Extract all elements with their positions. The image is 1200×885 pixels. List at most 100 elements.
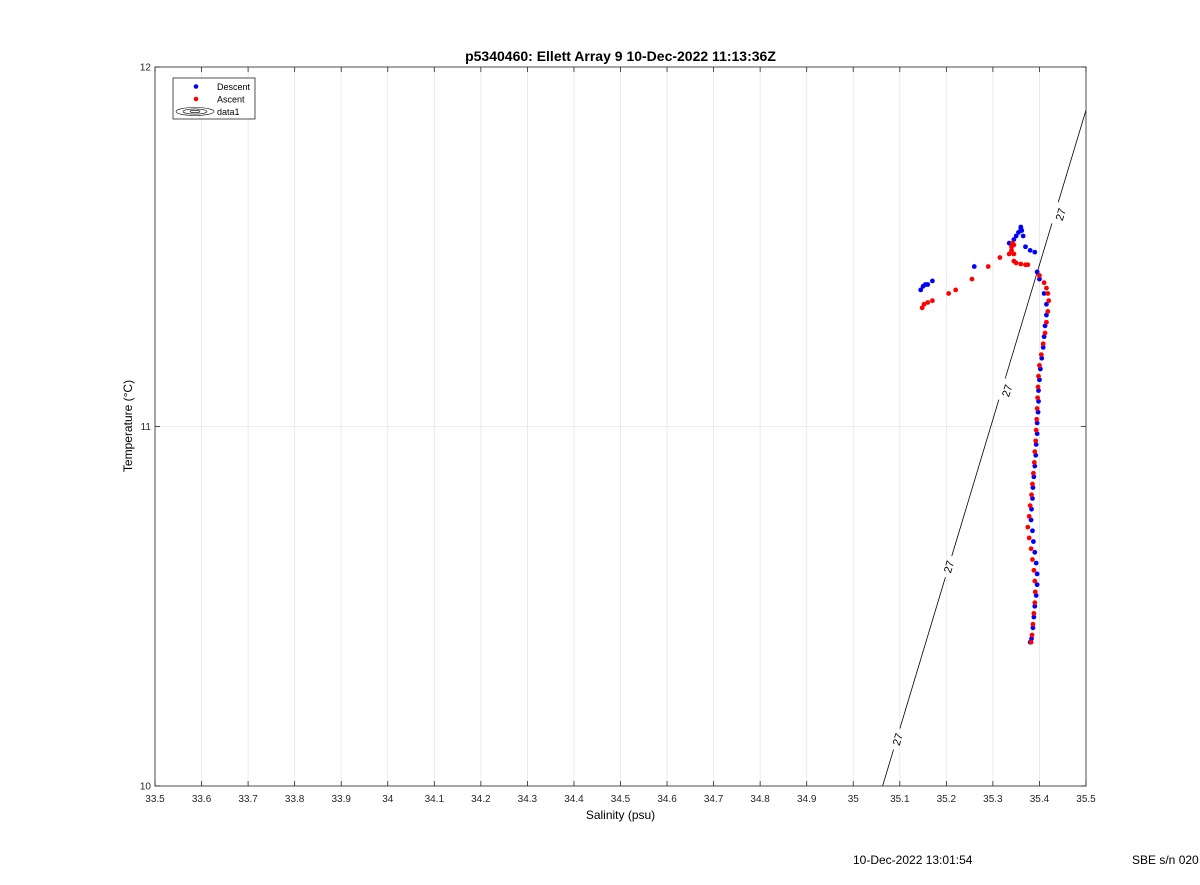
descent-point [1042, 323, 1048, 329]
descent-point [1034, 269, 1040, 275]
descent-point [1037, 377, 1042, 383]
footer-serial: SBE s/n 020 [1132, 853, 1199, 867]
x-axis-label: Salinity (psu) [586, 808, 655, 822]
legend-data1-label: data1 [217, 107, 240, 117]
contour-label: 27 [1054, 207, 1069, 222]
descent-point [918, 287, 924, 293]
descent-point [1033, 560, 1039, 566]
ascent-point [1038, 352, 1044, 357]
y-tick-label: 12 [140, 63, 152, 74]
chart-title: p5340460: Ellett Array 9 10-Dec-2022 11:… [465, 48, 776, 64]
ascent-point [1028, 639, 1034, 645]
ascent-point [1042, 330, 1048, 336]
x-tick-label: 34.7 [704, 794, 724, 805]
descent-point [1023, 244, 1028, 250]
ascent-point [1033, 438, 1039, 444]
descent-point [1032, 549, 1038, 555]
x-tick-label: 35.3 [983, 794, 1003, 805]
ascent-point [1027, 503, 1033, 508]
descent-point [1013, 233, 1019, 239]
ascent-point [1037, 362, 1042, 368]
x-tick-label: 35.1 [890, 794, 910, 805]
descent-point [1037, 366, 1043, 372]
ascent-point [1032, 578, 1038, 584]
ascent-point [1037, 273, 1042, 278]
ascent-point [1031, 567, 1037, 573]
y-tick-label: 10 [140, 782, 152, 793]
legend-contour-icon [175, 107, 215, 116]
contour-segment [1004, 223, 1053, 379]
ascent-point [1030, 481, 1035, 487]
descent-point [1030, 625, 1036, 631]
legend-box [172, 77, 256, 120]
descent-point [1030, 539, 1036, 544]
contour-label: 27 [942, 559, 957, 574]
ascent-point [1030, 470, 1036, 476]
descent-point [1041, 334, 1047, 340]
ascent-point [1030, 621, 1036, 627]
ascent-point [1011, 251, 1017, 257]
contour-label: 27 [891, 732, 906, 747]
ascent-point [1046, 298, 1052, 304]
ascent-point [1028, 546, 1034, 552]
descent-point [1027, 247, 1033, 253]
ascent-point [1026, 535, 1032, 541]
ascent-point [1032, 600, 1038, 606]
x-tick-label: 34 [382, 794, 394, 805]
ascent-point [1031, 611, 1037, 616]
descent-point [1035, 409, 1041, 415]
contour-segment [1057, 110, 1087, 203]
descent-point [1037, 276, 1042, 282]
descent-point [1033, 452, 1039, 458]
ascent-point [1032, 589, 1038, 595]
ascent-point [1040, 341, 1046, 347]
descent-point [1032, 463, 1038, 469]
descent-point [1030, 496, 1035, 501]
descent-point [929, 278, 935, 284]
descent-point [1030, 528, 1035, 534]
descent-point [1018, 224, 1024, 230]
x-tick-label: 34.2 [471, 794, 491, 805]
ascent-point [985, 264, 991, 269]
descent-point [1032, 603, 1038, 609]
ascent-point [1030, 557, 1035, 562]
descent-point [1036, 398, 1041, 404]
ascent-series [919, 240, 1052, 645]
x-tick-label: 35.5 [1076, 794, 1096, 805]
x-tick-label: 34.3 [518, 794, 538, 805]
ascent-point [1041, 280, 1047, 286]
x-tick-label: 35 [848, 794, 860, 805]
descent-point [1032, 249, 1038, 255]
descent-point [1011, 237, 1017, 242]
x-tick-label: 34.1 [425, 794, 445, 805]
ascent-point [1029, 632, 1035, 638]
density-contour: 27 27 27 27 [882, 110, 1087, 787]
ascent-point [969, 276, 975, 282]
descent-point [1029, 636, 1034, 642]
x-tick-label: 33.8 [285, 794, 305, 805]
legend-descent-label: Descent [217, 82, 251, 92]
grid [154, 66, 1087, 787]
contour-segment [899, 577, 946, 729]
legend-ascent-label: Ascent [217, 95, 245, 105]
descent-point [1034, 571, 1040, 577]
ascent-point [1036, 373, 1041, 379]
legend-ascent-marker [193, 96, 199, 102]
ascent-point [1011, 242, 1017, 248]
x-tick-label: 35.2 [937, 794, 957, 805]
y-axis-label: Temperature (°C) [121, 380, 135, 472]
descent-point [1034, 431, 1040, 437]
y-tick-label: 11 [141, 422, 152, 433]
contour-segment [882, 749, 894, 787]
ascent-point [929, 298, 935, 304]
descent-point [1044, 312, 1049, 318]
x-tick-label: 33.6 [192, 794, 212, 805]
x-axis-ticks: 33.5 33.6 33.7 33.8 33.9 34 34.1 34.2 34.3 34.4 34… [145, 67, 1096, 805]
ascent-point [1045, 309, 1051, 314]
ascent-point [1034, 416, 1040, 422]
ascent-point [1026, 513, 1032, 519]
descent-point [1044, 301, 1049, 307]
legend: Descent Ascent data1 [172, 77, 256, 120]
footer-date: 10-Dec-2022 13:01:54 [853, 853, 973, 867]
